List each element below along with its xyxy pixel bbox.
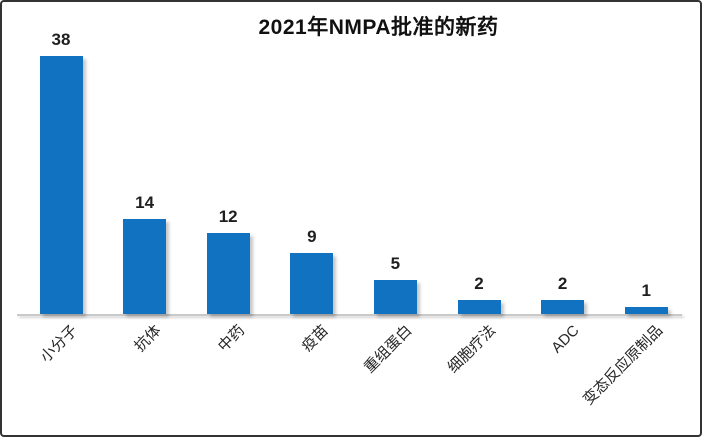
category-label: 小分子 <box>37 322 82 366</box>
category-label: 疫苗 <box>298 322 332 356</box>
bar-value-label: 5 <box>390 254 401 274</box>
bar <box>624 307 668 314</box>
x-axis-line <box>17 314 682 316</box>
bar <box>373 280 417 314</box>
bar-value-label: 12 <box>218 206 238 226</box>
bar-value-label: 2 <box>557 274 568 294</box>
bar-value-label: 14 <box>135 192 155 212</box>
bar <box>39 56 83 314</box>
bar <box>123 218 167 314</box>
chart-title: 2021年NMPA批准的新药 <box>258 16 499 39</box>
bar-value-label: 9 <box>307 226 317 246</box>
bar <box>290 252 334 314</box>
bar <box>206 232 250 314</box>
bar-value-label: 2 <box>474 274 484 294</box>
bar <box>457 300 501 314</box>
bar-value-label: 38 <box>51 30 71 49</box>
bar <box>541 300 585 314</box>
bar-value-label: 1 <box>641 281 651 301</box>
